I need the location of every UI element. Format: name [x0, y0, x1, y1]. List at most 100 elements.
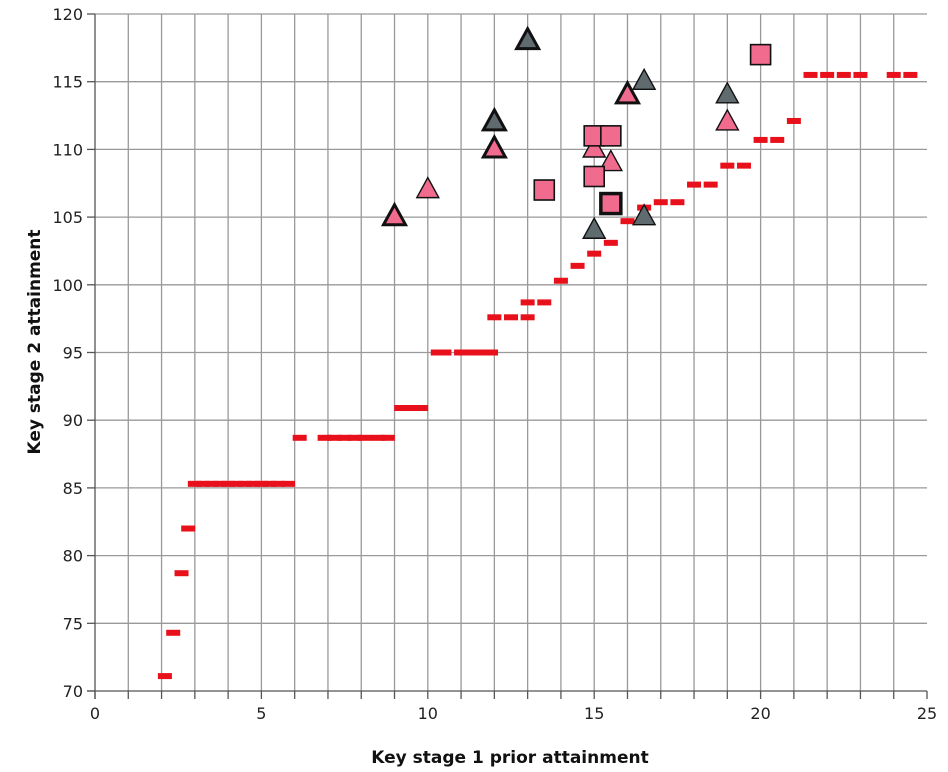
grid	[95, 13, 927, 691]
dash-marker	[212, 480, 227, 487]
dash-marker	[317, 434, 332, 441]
dash-marker	[380, 434, 395, 441]
dash-marker	[454, 349, 469, 356]
y-axis-title: Key stage 2 attainment	[25, 229, 45, 454]
dash-marker	[687, 181, 702, 188]
x-tick-label: 5	[256, 704, 266, 723]
tick-labels: 70 75 80 85 90 95 100 105 110 115 120 0 5 10 15 20 25	[52, 5, 937, 723]
dash-marker	[836, 71, 851, 78]
dash-marker	[570, 262, 585, 269]
dash-marker	[281, 480, 296, 487]
dash-marker	[803, 71, 818, 78]
triangle-marker	[631, 67, 657, 91]
triangle-marker	[631, 203, 657, 226]
triangle-marker	[380, 201, 409, 227]
dash-marker	[181, 525, 196, 532]
triangle-marker	[514, 25, 542, 51]
x-tick-label: 20	[750, 704, 770, 723]
dash-marker	[670, 199, 685, 206]
dash-marker	[520, 299, 535, 306]
x-tick-label: 15	[584, 704, 604, 723]
dash-marker	[254, 480, 269, 487]
dash-marker	[853, 71, 868, 78]
dash-marker	[587, 250, 602, 257]
dash-marker	[327, 434, 342, 441]
dash-marker	[703, 181, 718, 188]
triangle-marker	[480, 133, 508, 159]
dash-marker	[166, 629, 181, 636]
dash-marker	[229, 480, 244, 487]
dash-marker	[770, 136, 785, 143]
y-tick-label: 105	[52, 208, 83, 227]
triangle-marker	[613, 79, 642, 105]
dash-marker	[520, 314, 535, 321]
triangle-marker	[598, 149, 624, 172]
y-tick-label: 70	[63, 682, 83, 701]
square-marker	[599, 191, 623, 216]
dash-marker	[414, 405, 429, 412]
square-marker	[749, 43, 772, 66]
y-tick-label: 115	[52, 73, 83, 92]
triangle-marker	[582, 216, 607, 239]
x-tick-label: 25	[917, 704, 937, 723]
triangle-marker	[715, 81, 740, 104]
y-tick-label: 85	[63, 479, 83, 498]
dash-marker	[474, 349, 489, 356]
y-tick-label: 75	[63, 614, 83, 633]
dash-marker	[221, 480, 236, 487]
y-tick-label: 110	[52, 140, 83, 159]
dash-marker	[196, 480, 211, 487]
dash-marker	[553, 277, 568, 284]
square-marker	[583, 165, 606, 188]
dash-marker	[464, 349, 479, 356]
triangle-marker	[415, 176, 440, 199]
x-tick-label: 10	[418, 704, 438, 723]
dash-marker	[653, 199, 668, 206]
y-tick-label: 95	[63, 344, 83, 363]
y-tick-label: 100	[52, 276, 83, 295]
dash-marker	[292, 434, 307, 441]
dash-marker	[487, 314, 502, 321]
triangle-marker	[715, 108, 740, 131]
dash-series	[157, 71, 918, 680]
dash-marker	[347, 434, 362, 441]
dash-marker	[720, 162, 735, 169]
y-tick-label: 120	[52, 5, 83, 24]
dash-marker	[603, 239, 618, 246]
x-axis-title: Key stage 1 prior attainment	[371, 748, 648, 768]
dash-marker	[903, 71, 918, 78]
dash-marker	[262, 480, 277, 487]
triangle-marker	[582, 135, 607, 158]
dash-marker	[204, 480, 219, 487]
triangle-marker	[480, 106, 508, 132]
dash-marker	[537, 299, 552, 306]
y-tick-label: 90	[63, 411, 83, 430]
square-marker	[600, 125, 622, 147]
dash-marker	[370, 434, 385, 441]
dash-marker	[820, 71, 835, 78]
dash-marker	[786, 117, 801, 124]
y-tick-label: 80	[63, 547, 83, 566]
dash-marker	[237, 480, 252, 487]
dash-marker	[620, 218, 635, 225]
marker-series	[380, 25, 772, 239]
dash-marker	[357, 434, 372, 441]
dash-marker	[736, 162, 751, 169]
dash-marker	[246, 480, 261, 487]
dash-marker	[394, 405, 409, 412]
dash-marker	[484, 349, 499, 356]
dash-marker	[337, 434, 352, 441]
dash-marker	[271, 480, 286, 487]
dash-marker	[174, 570, 189, 577]
dash-marker	[404, 405, 419, 412]
x-tick-label: 0	[90, 704, 100, 723]
dash-marker	[504, 314, 518, 321]
axes	[87, 13, 928, 699]
dash-marker	[187, 480, 202, 487]
dash-marker	[157, 673, 172, 680]
dash-marker	[886, 71, 901, 78]
dash-marker	[437, 349, 452, 356]
square-marker	[533, 179, 556, 201]
dash-marker	[753, 136, 768, 143]
